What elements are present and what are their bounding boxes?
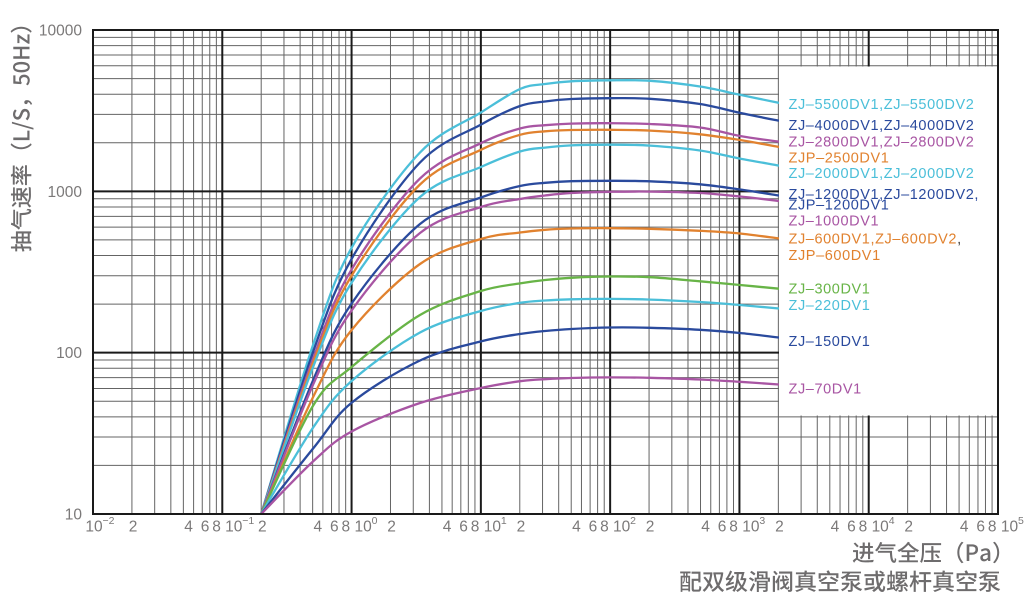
svg-text:8: 8 [859,519,868,536]
svg-text:100: 100 [56,345,82,362]
svg-text:1: 1 [501,515,507,527]
svg-text:10000: 10000 [39,23,82,40]
svg-text:3: 3 [759,515,765,527]
svg-text:4: 4 [831,519,840,536]
svg-text:ZJ–1200DV1,ZJ–1200DV2,: ZJ–1200DV1,ZJ–1200DV2, [789,187,980,203]
svg-text:10: 10 [742,519,760,536]
svg-text:4: 4 [184,519,193,536]
svg-text:8: 8 [212,519,221,536]
svg-text:2: 2 [517,519,526,536]
svg-text:6: 6 [589,519,598,536]
svg-text:ZJ–5500DV1,ZJ–5500DV2: ZJ–5500DV1,ZJ–5500DV2 [789,97,975,113]
svg-text:2: 2 [129,519,138,536]
svg-text:8: 8 [988,519,997,536]
svg-text:8: 8 [341,519,350,536]
svg-text:−2: −2 [103,515,115,527]
svg-text:2: 2 [387,519,396,536]
svg-text:ZJ–4000DV1,ZJ–4000DV2: ZJ–4000DV1,ZJ–4000DV2 [789,118,975,134]
svg-text:−1: −1 [242,515,254,527]
svg-text:ZJP–1200DV1: ZJP–1200DV1 [789,198,890,214]
svg-text:10: 10 [613,519,631,536]
svg-text:ZJP–600DV1: ZJP–600DV1 [789,248,881,264]
svg-text:ZJ–1000DV1: ZJ–1000DV1 [789,214,880,230]
svg-text:ZJ–220DV1: ZJ–220DV1 [789,298,871,314]
svg-text:2: 2 [646,519,655,536]
svg-text:2: 2 [630,515,636,527]
svg-text:6: 6 [459,519,468,536]
svg-text:6: 6 [976,519,985,536]
svg-text:ZJP–2500DV1: ZJP–2500DV1 [789,150,890,166]
svg-text:ZJ–2800DV1,ZJ–2800DV2: ZJ–2800DV1,ZJ–2800DV2 [789,135,975,151]
svg-text:4: 4 [572,519,581,536]
svg-text:2: 2 [775,519,784,536]
svg-text:ZJ–2000DV1,ZJ–2000DV2: ZJ–2000DV1,ZJ–2000DV2 [789,166,975,182]
svg-text:10: 10 [225,519,243,536]
svg-text:1000: 1000 [48,184,83,201]
svg-text:10: 10 [354,519,372,536]
svg-text:2: 2 [904,519,913,536]
svg-text:8: 8 [729,519,738,536]
svg-text:8: 8 [471,519,480,536]
svg-text:0: 0 [372,515,378,527]
svg-text:6: 6 [718,519,727,536]
svg-text:ZJ–600DV1,ZJ–600DV2,: ZJ–600DV1,ZJ–600DV2, [789,232,962,248]
svg-text:6: 6 [330,519,339,536]
svg-text:10: 10 [65,507,83,524]
svg-text:ZJ–300DV1: ZJ–300DV1 [789,281,871,297]
svg-text:ZJ–150DV1: ZJ–150DV1 [789,334,871,350]
svg-text:10: 10 [872,519,890,536]
svg-text:10: 10 [484,519,502,536]
svg-text:5: 5 [1018,515,1024,527]
svg-text:10: 10 [85,519,103,536]
svg-text:10: 10 [1001,519,1019,536]
svg-text:4: 4 [443,519,452,536]
svg-text:4: 4 [960,519,969,536]
svg-text:ZJ–70DV1: ZJ–70DV1 [789,381,862,397]
svg-text:4: 4 [889,515,895,527]
svg-text:4: 4 [701,519,710,536]
svg-text:6: 6 [847,519,856,536]
svg-text:2: 2 [258,519,267,536]
svg-text:4: 4 [313,519,322,536]
svg-text:8: 8 [600,519,609,536]
svg-text:6: 6 [201,519,210,536]
